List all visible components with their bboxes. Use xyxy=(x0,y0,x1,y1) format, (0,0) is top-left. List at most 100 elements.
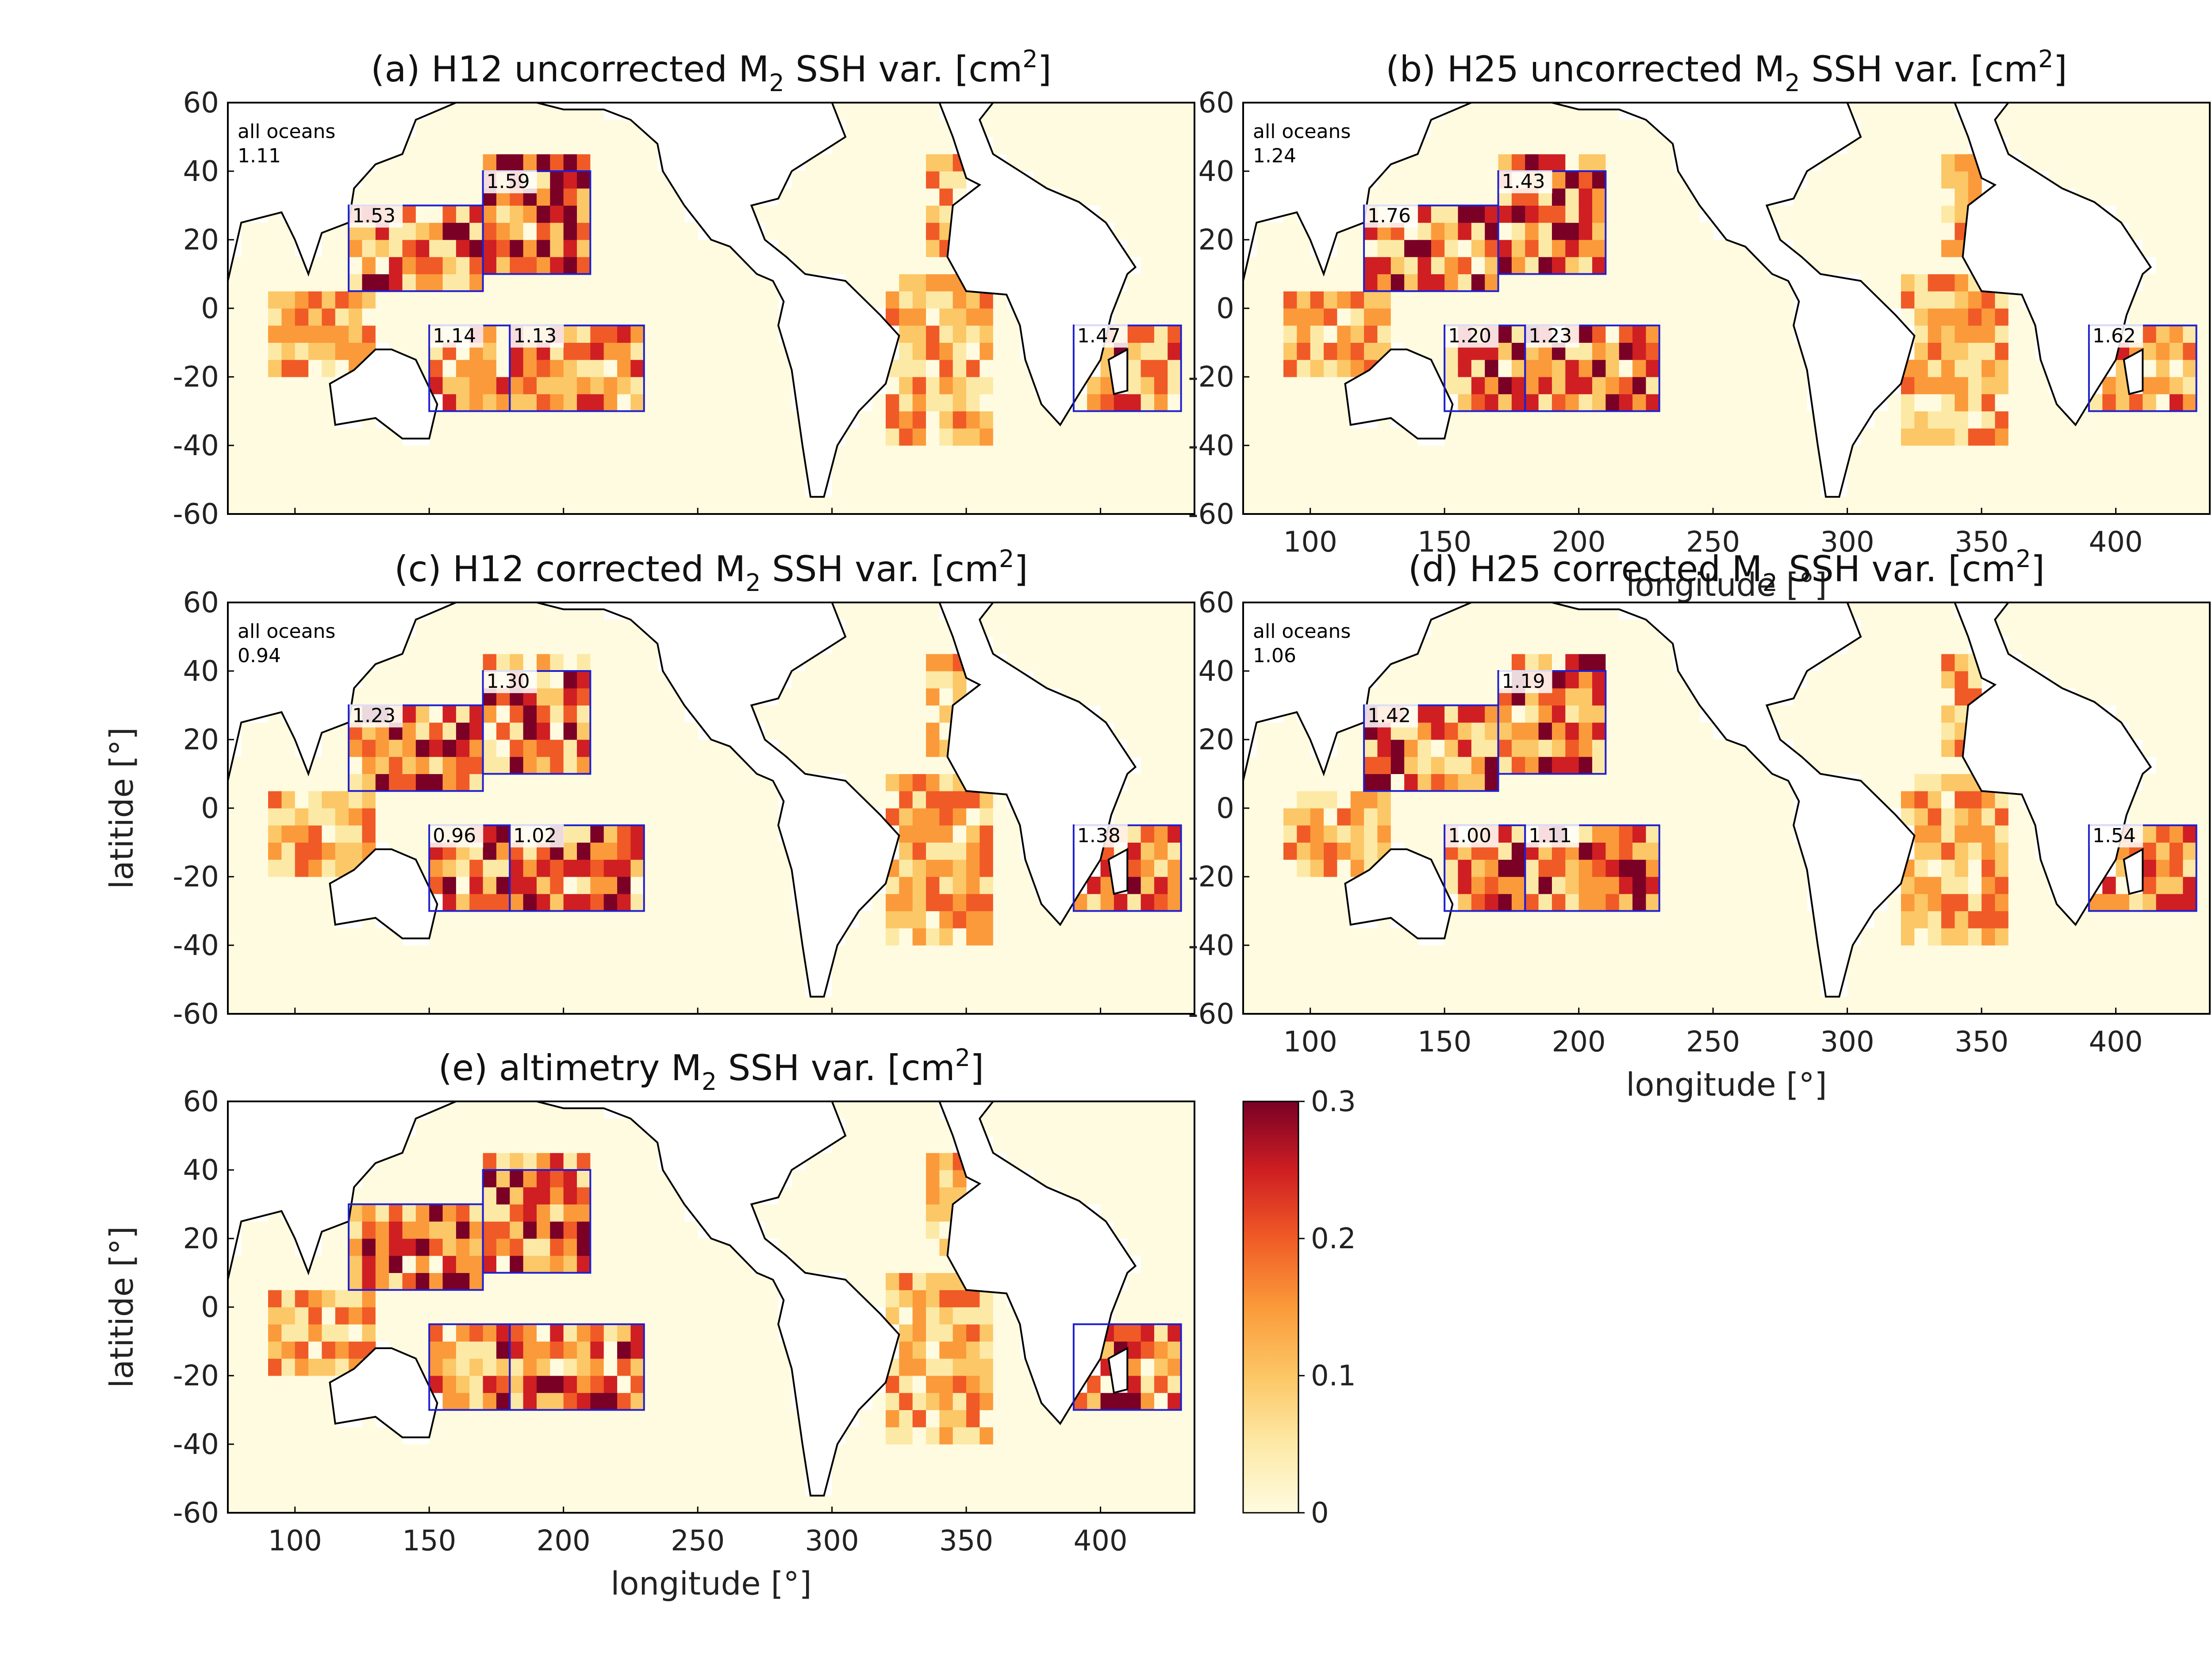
heatmap-cell xyxy=(1256,877,1271,894)
heatmap-cell xyxy=(254,791,269,809)
heatmap-cell xyxy=(1511,928,1525,946)
heatmap-cell xyxy=(1283,325,1297,343)
heatmap-cell xyxy=(684,740,698,757)
heatmap-cell xyxy=(899,325,913,343)
heatmap-cell xyxy=(1154,308,1168,326)
heatmap-cell xyxy=(1458,997,1472,1014)
heatmap-cell xyxy=(1592,705,1606,723)
heatmap-cell xyxy=(1955,171,1969,189)
heatmap-cell xyxy=(1167,877,1182,894)
heatmap-cell xyxy=(1141,859,1155,877)
heatmap-cell xyxy=(979,825,994,843)
heatmap-cell xyxy=(1337,291,1351,309)
heatmap-cell xyxy=(899,962,913,980)
heatmap-cell xyxy=(1968,428,1982,446)
heatmap-cell xyxy=(536,428,550,446)
heatmap-cell xyxy=(1619,671,1633,689)
heatmap-cell xyxy=(1350,808,1364,826)
heatmap-cell xyxy=(1726,979,1740,997)
heatmap-cell xyxy=(1324,497,1337,514)
heatmap-cell xyxy=(429,137,443,154)
heatmap-cell xyxy=(1605,962,1620,980)
heatmap-cell xyxy=(1154,791,1168,809)
heatmap-cell xyxy=(1471,997,1485,1014)
heatmap-cell xyxy=(1390,688,1405,706)
heatmap-cell xyxy=(577,428,591,446)
heatmap-cell xyxy=(510,445,524,463)
heatmap-cell xyxy=(657,274,671,291)
heatmap-cell xyxy=(1659,342,1673,360)
heatmap-cell xyxy=(1087,154,1101,172)
heatmap-cell xyxy=(1565,637,1579,654)
heatmap-cell xyxy=(979,877,994,894)
heatmap-cell xyxy=(926,962,940,980)
heatmap-cell xyxy=(1377,962,1391,980)
heatmap-cell xyxy=(1127,119,1141,137)
heatmap-cell xyxy=(1955,274,1969,291)
heatmap-cell xyxy=(483,877,497,894)
heatmap-cell xyxy=(1485,740,1499,757)
heatmap-cell xyxy=(603,445,618,463)
heatmap-cell xyxy=(550,205,564,223)
heatmap-cell xyxy=(1632,205,1646,223)
heatmap-cell xyxy=(483,945,497,963)
heatmap-cell xyxy=(456,394,470,411)
heatmap-cell xyxy=(1256,808,1271,826)
heatmap-cell xyxy=(1632,171,1646,189)
heatmap-cell xyxy=(281,791,296,809)
heatmap-cell xyxy=(1324,791,1337,809)
heatmap-cell xyxy=(550,722,564,740)
heatmap-cell xyxy=(1551,188,1566,206)
heatmap-cell xyxy=(1673,274,1686,291)
heatmap-cell xyxy=(872,654,886,671)
heatmap-cell xyxy=(738,808,752,826)
heatmap-cell xyxy=(952,928,967,946)
heatmap-cell xyxy=(1337,360,1351,377)
heatmap-cell xyxy=(1114,705,1128,723)
heatmap-cell xyxy=(1673,308,1686,326)
heatmap-cell xyxy=(912,688,926,706)
heatmap-cell xyxy=(456,205,470,223)
heatmap-cell xyxy=(1551,808,1566,826)
heatmap-cell xyxy=(1471,740,1485,757)
heatmap-cell xyxy=(1377,257,1391,274)
heatmap-cell xyxy=(1270,257,1284,274)
heatmap-cell xyxy=(1020,928,1034,946)
heatmap-cell xyxy=(2035,462,2049,480)
heatmap-cell xyxy=(912,979,926,997)
coastline xyxy=(2123,348,2144,395)
heatmap-cell xyxy=(1646,808,1660,826)
heatmap-cell xyxy=(2196,377,2210,395)
heatmap-cell xyxy=(1390,240,1405,257)
heatmap-cell xyxy=(1283,360,1297,377)
heatmap-cell xyxy=(1646,688,1660,706)
heatmap-cell xyxy=(644,479,658,497)
heatmap-cell xyxy=(1834,188,1848,206)
heatmap-cell xyxy=(349,479,362,497)
heatmap-cell xyxy=(657,859,671,877)
heatmap-cell xyxy=(2022,445,2035,463)
heatmap-cell xyxy=(952,360,967,377)
heatmap-cell xyxy=(899,774,913,791)
heatmap-cell xyxy=(523,137,537,154)
region-label-bg xyxy=(511,824,564,848)
heatmap-cell xyxy=(241,411,255,429)
heatmap-cell xyxy=(496,774,510,791)
heatmap-cell xyxy=(1619,637,1633,654)
heatmap-cell xyxy=(362,756,376,774)
heatmap-cell xyxy=(241,462,255,480)
heatmap-cell xyxy=(389,808,403,826)
heatmap-cell xyxy=(1605,428,1620,446)
heatmap-cell xyxy=(335,291,349,309)
heatmap-cell xyxy=(711,859,725,877)
heatmap-cell xyxy=(2196,188,2210,206)
coastline xyxy=(329,349,438,440)
heatmap-cell xyxy=(724,791,738,809)
heatmap-cell xyxy=(1699,479,1713,497)
heatmap-cell xyxy=(1767,308,1781,326)
heatmap-cell xyxy=(456,722,470,740)
heatmap-cell xyxy=(1605,808,1620,826)
heatmap-cell xyxy=(1941,171,1955,189)
heatmap-cell xyxy=(644,997,658,1014)
heatmap-cell xyxy=(415,842,430,860)
